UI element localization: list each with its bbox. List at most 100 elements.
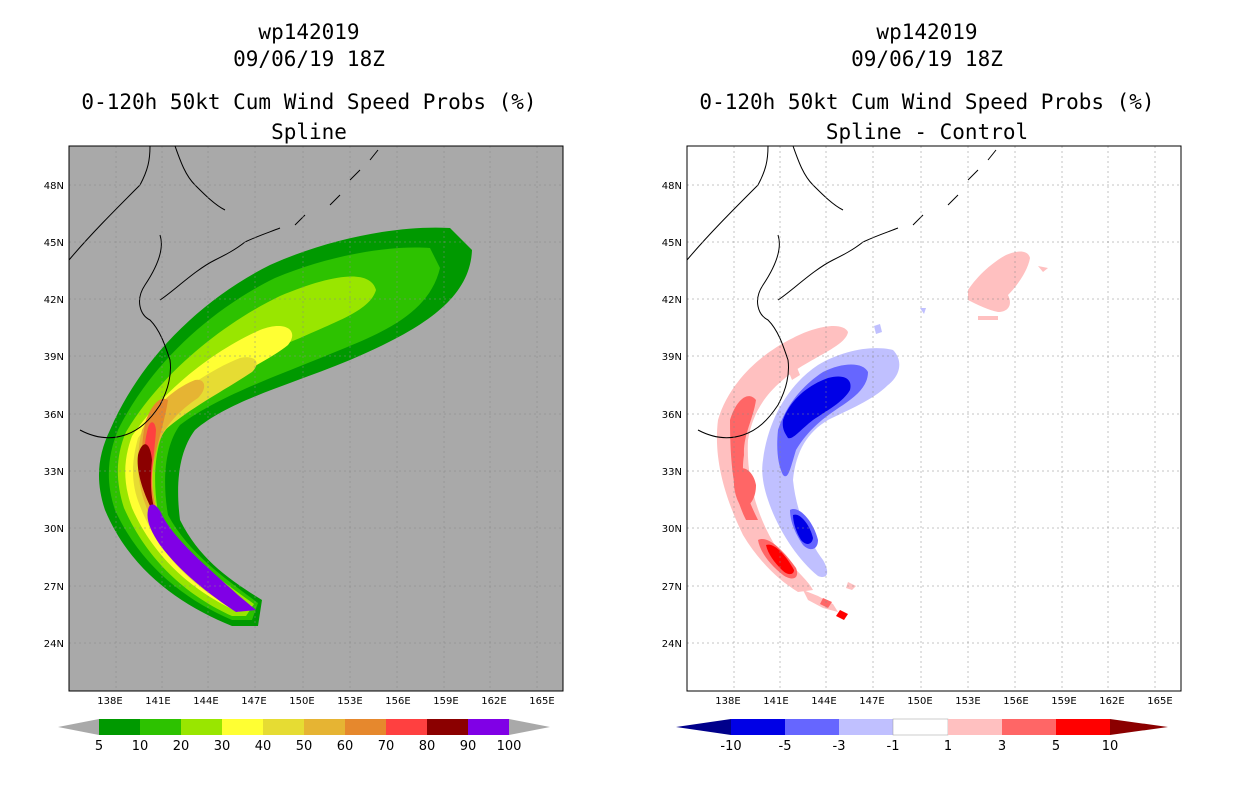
lon-label: 156E [385,696,410,707]
lat-label: 42N [44,295,64,306]
colorbar-under-arrow [676,719,731,735]
colorbar-under-arrow [58,719,99,735]
lat-label: 33N [44,467,64,478]
left-map-svg: 138E 141E 144E 147E 150E 153E 156E 159E … [44,145,564,754]
lon-label: 141E [763,696,788,707]
colorbar-segment [1002,719,1056,735]
right-panel: wp142019 09/06/19 18Z 0-120h 50kt Cum Wi… [618,0,1236,800]
colorbar-segment [427,719,468,735]
colorbar-segment [222,719,263,735]
colorbar-label: 5 [95,739,103,754]
lon-label: 162E [1099,696,1124,707]
colorbar-segment [263,719,304,735]
storm-id-title: wp142019 [876,20,978,44]
colorbar-segment [386,719,427,735]
colorbar-label: 1 [944,739,952,754]
lat-label: 45N [662,238,682,249]
colorbar-segment [731,719,785,735]
colorbar-label: -5 [779,739,792,754]
colorbar-segment [948,719,1002,735]
colorbar-over-arrow [1110,719,1168,735]
lat-label: 33N [662,467,682,478]
lon-label: 165E [529,696,554,707]
colorbar-label: 80 [419,739,436,754]
colorbar-label: 100 [497,739,522,754]
colorbar-segment [304,719,345,735]
colorbar-segment [1056,719,1110,735]
colorbar-segment [181,719,222,735]
colorbar-over-arrow [509,719,550,735]
colorbar-segment [892,718,949,736]
lon-axis-labels: 138E 141E 144E 147E 150E 153E 156E 159E … [715,696,1172,707]
lat-label: 39N [662,352,682,363]
colorbar-label: 3 [998,739,1006,754]
coastline [68,145,379,439]
colorbar-segment [345,719,386,735]
storm-id-title: wp142019 [258,20,360,44]
lat-label: 48N [662,181,682,192]
lon-label: 144E [811,696,836,707]
gridlines [69,146,563,691]
subtitle: Spline [271,120,347,144]
colorbar-label: 30 [214,739,231,754]
lat-label: 45N [44,238,64,249]
subtitle: Spline - Control [825,120,1029,144]
colorbar-label: -3 [833,739,846,754]
colorbar-label: -10 [720,739,741,754]
lon-label: 144E [193,696,218,707]
left-colorbar: 5 10 20 30 40 50 60 70 80 90 100 [58,719,550,754]
lon-label: 159E [433,696,458,707]
lat-label: 30N [662,524,682,535]
gridlines [687,146,1181,691]
colorbar-label: 90 [460,739,477,754]
date-title: 09/06/19 18Z [851,47,1003,71]
lon-label: 147E [859,696,884,707]
left-panel: wp142019 09/06/19 18Z 0-120h 50kt Cum Wi… [44,20,564,754]
lon-label: 150E [289,696,314,707]
lat-label: 48N [44,181,64,192]
lat-label: 27N [44,582,64,593]
lat-label: 30N [44,524,64,535]
lat-label: 24N [662,639,682,650]
right-colorbar: -10 -5 -3 -1 1 3 5 10 [676,718,1168,754]
lat-label: 27N [662,582,682,593]
product-title: 0-120h 50kt Cum Wind Speed Probs (%) [81,90,537,114]
lat-label: 42N [662,295,682,306]
lat-label: 24N [44,639,64,650]
lon-label: 150E [907,696,932,707]
colorbar-label: 40 [255,739,272,754]
lon-label: 153E [337,696,362,707]
colorbar-label: -1 [887,739,900,754]
colorbar-segment [468,719,509,735]
colorbar-label: 10 [132,739,149,754]
lon-label: 138E [97,696,122,707]
lat-axis-labels: 48N 45N 42N 39N 36N 33N 30N 27N 24N [44,181,64,650]
lat-label: 39N [44,352,64,363]
lon-label: 141E [145,696,170,707]
colorbar-segment [785,719,839,735]
colorbar-label: 20 [173,739,190,754]
lon-label: 165E [1147,696,1172,707]
lon-label: 162E [481,696,506,707]
colorbar-segment [140,719,181,735]
lon-label: 153E [955,696,980,707]
lon-label: 147E [241,696,266,707]
difference-contours [716,251,1048,620]
map-background [686,145,1182,692]
coastline [686,145,997,439]
lat-label: 36N [44,410,64,421]
lon-label: 159E [1051,696,1076,707]
lat-axis-labels: 48N 45N 42N 39N 36N 33N 30N 27N 24N [662,181,682,650]
date-title: 09/06/19 18Z [233,47,385,71]
colorbar-label: 10 [1102,739,1119,754]
lon-label: 156E [1003,696,1028,707]
lon-label: 138E [715,696,740,707]
colorbar-segment [839,719,893,735]
colorbar-label: 5 [1052,739,1060,754]
probability-contours [98,227,472,626]
right-map-svg: 138E 141E 144E 147E 150E 153E 156E 159E … [662,145,1182,754]
lat-label: 36N [662,410,682,421]
colorbar-label: 70 [378,739,395,754]
colorbar-label: 50 [296,739,313,754]
lon-axis-labels: 138E 141E 144E 147E 150E 153E 156E 159E … [97,696,554,707]
